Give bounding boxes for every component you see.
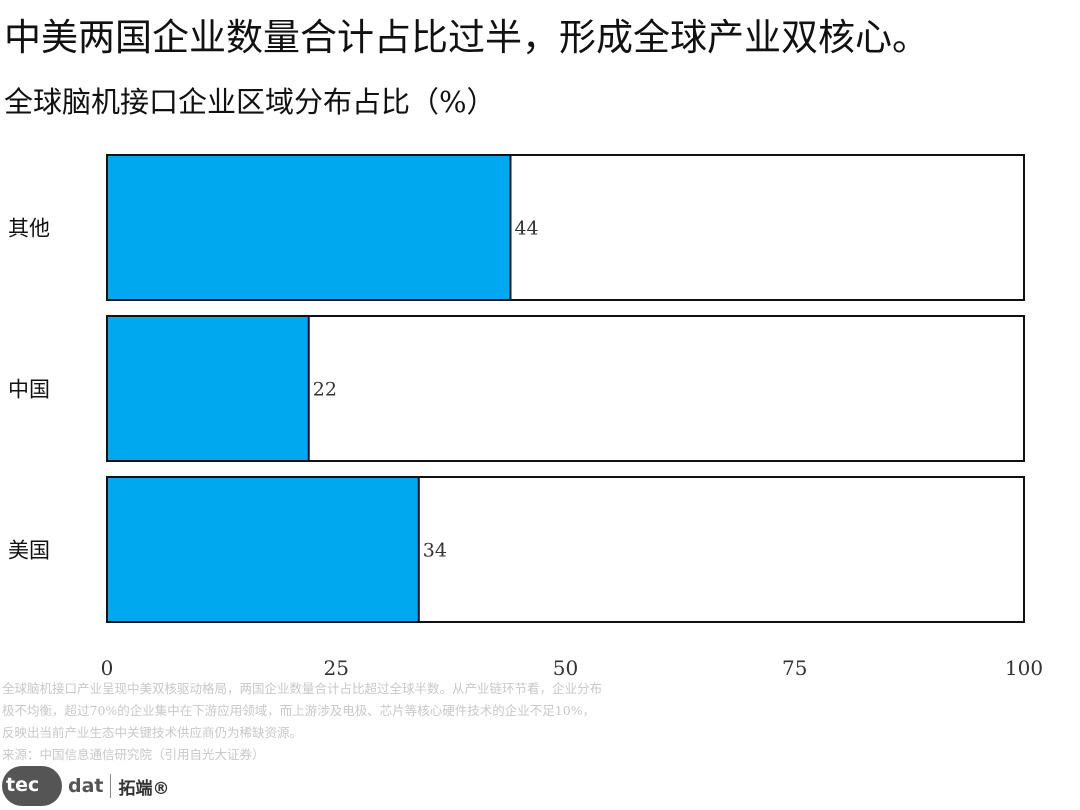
footnote-line: 反映出当前产业生态中关键技术供应商仍为稀缺资源。 [2, 725, 303, 740]
chart-title: 全球脑机接口企业区域分布占比（%） [4, 85, 496, 119]
footnote-line: 全球脑机接口产业呈现中美双核驱动格局，两国企业数量合计占比超过全球半数。从产业链… [2, 681, 603, 696]
category-label: 其他 [8, 217, 50, 241]
data-label: 22 [313, 379, 337, 401]
category-label: 美国 [8, 539, 50, 563]
bar [106, 154, 512, 301]
bar [106, 315, 310, 462]
logo-wordmark: dat 拓端® [68, 774, 170, 799]
footnote-source: 来源：中国信息通信研究院（引用自光大证券） [2, 747, 265, 762]
data-label: 44 [514, 218, 538, 240]
footnote: 全球脑机接口产业呈现中美双核驱动格局，两国企业数量合计占比超过全球半数。从产业链… [2, 678, 732, 766]
x-tick-label: 50 [553, 656, 578, 680]
tecdat-logo: tec dat 拓端® [2, 766, 170, 806]
headline: 中美两国企业数量合计占比过半，形成全球产业双核心。 [4, 16, 929, 59]
bar-chart: 其他 44 中国 22 美国 34 0 25 50 75 100 [8, 154, 1043, 680]
logo-divider [109, 774, 111, 798]
category-label: 中国 [8, 378, 50, 402]
x-tick-label: 75 [782, 656, 807, 680]
logo-brand-cn: 拓端® [118, 778, 170, 799]
data-label: 34 [423, 540, 447, 562]
x-tick-label: 100 [1005, 656, 1043, 680]
bar [106, 476, 420, 623]
logo-badge-text: tec [6, 774, 40, 796]
logo-badge-text-2: dat [68, 775, 104, 797]
x-tick-label: 25 [324, 656, 349, 680]
footnote-line: 极不均衡，超过70%的企业集中在下游应用领域，而上游涉及电极、芯片等核心硬件技术… [2, 703, 596, 718]
x-tick-label: 0 [101, 656, 114, 680]
logo-badge: tec [2, 766, 62, 806]
